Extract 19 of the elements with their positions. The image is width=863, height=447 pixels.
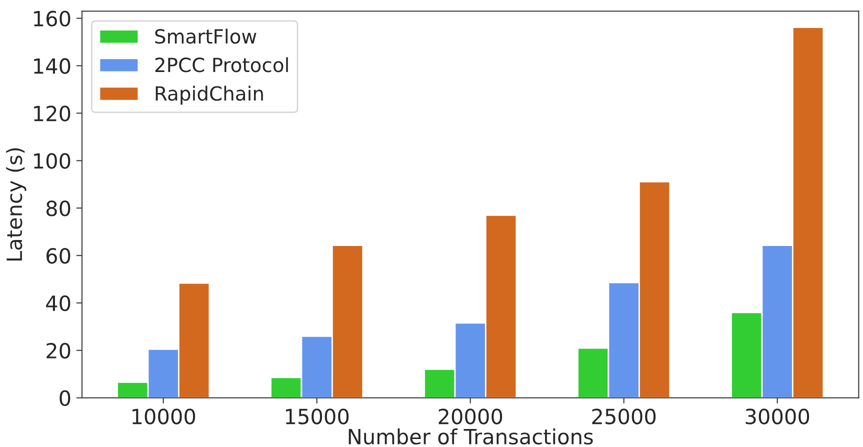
x-tick-label: 30000 [746,408,810,424]
x-tick-label: 15000 [286,408,349,424]
y-tick-label: 20 [46,342,70,359]
x-tick-label: 25000 [592,408,656,424]
y-tick-label: 60 [46,248,70,264]
y-tick-label: 80 [46,200,70,216]
y-tick-label: 0 [60,390,70,406]
y-tick-label: 120 [34,106,70,122]
y-tick-label: 160 [34,10,70,27]
x-axis-title: Number of Transactions [348,428,593,445]
y-tick-label: 40 [46,295,70,312]
y-axis-title: Latency (s) [6,148,26,260]
y-tick-label: 140 [34,58,70,74]
legend-label: 2PCC Protocol [155,57,288,72]
legend-label: SmartFlow [155,28,256,44]
x-tick-label: 20000 [438,408,502,424]
y-tick-label: 100 [34,153,70,169]
legend-label: RapidChain [156,86,263,105]
x-tick-label: 10000 [132,408,196,424]
